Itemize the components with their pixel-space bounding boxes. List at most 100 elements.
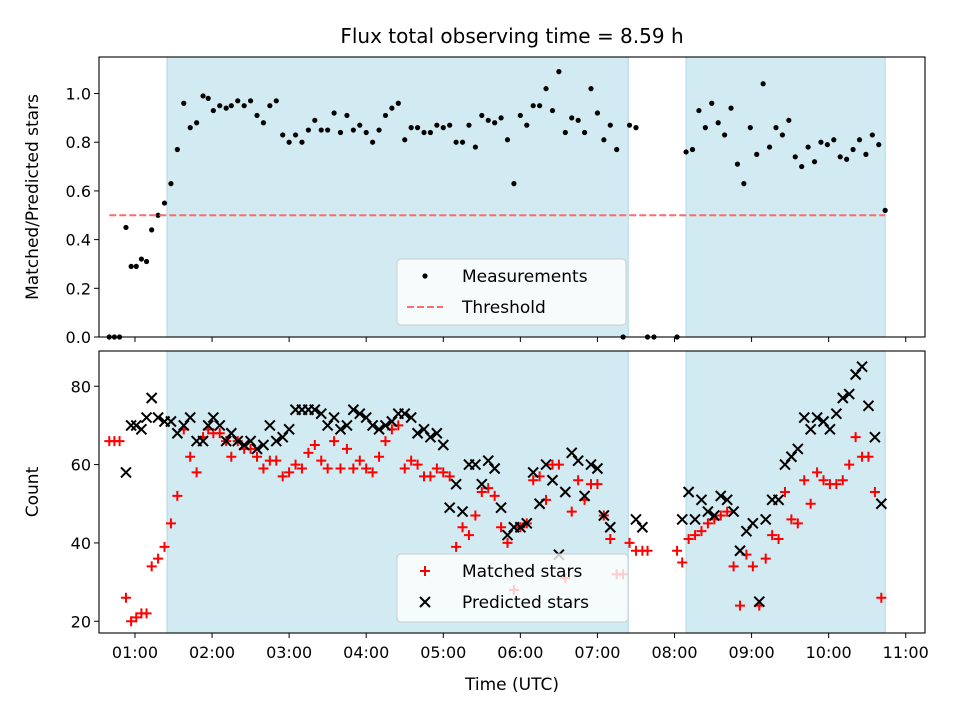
y-tick-label: 20 [71, 612, 91, 631]
measurement-point [779, 132, 786, 138]
measurement-point [581, 129, 588, 136]
measurement-point [318, 127, 324, 133]
predicted-star-point [334, 423, 347, 436]
x-tick-label: 06:00 [497, 643, 543, 662]
matched-star-point [818, 475, 829, 486]
predicted-star-point [830, 407, 843, 420]
predicted-star-point [843, 388, 855, 400]
matched-star-point [792, 518, 803, 529]
predicted-star-point [379, 419, 392, 432]
matched-star-point [502, 537, 513, 548]
measurement-point [325, 127, 331, 133]
matched-star-point [690, 530, 701, 541]
measurement-point [792, 154, 798, 160]
measurement-point [511, 181, 517, 187]
x-tick-label: 02:00 [189, 643, 235, 662]
flux-ratio-panel: 0.0 0.2 0.4 0.6 0.8 1.0 Matched/Predicted star… [23, 56, 926, 347]
measurement-point [837, 154, 843, 160]
measurement-point [337, 129, 344, 136]
matched-star-point [869, 487, 880, 497]
predicted-star-point [798, 411, 810, 424]
x-axis-label: Time (UTC) [464, 675, 559, 695]
matched-star-point [284, 467, 295, 478]
x-tick-label: 07:00 [574, 643, 620, 662]
matched-star-point [863, 451, 874, 462]
matched-star-point [722, 506, 733, 517]
measurement-point [517, 112, 523, 119]
matched-star-point [876, 592, 887, 603]
matched-star-point [131, 612, 142, 623]
predicted-star-point [546, 474, 559, 486]
legend-box [396, 553, 629, 623]
y-tick-label: 80 [71, 377, 91, 396]
matched-star-point [573, 475, 584, 486]
measurement-point [786, 117, 792, 123]
y-tick-label: 0.0 [66, 328, 91, 347]
predicted-star-point [437, 439, 449, 451]
matched-star-point [844, 459, 855, 470]
predicted-star-point [264, 419, 276, 432]
measurement-point [286, 139, 292, 145]
measurement-point [844, 156, 850, 162]
predicted-star-point [527, 466, 539, 479]
matched-star-point [185, 451, 196, 462]
matched-star-point [528, 475, 539, 486]
legend-label: Matched stars [462, 562, 582, 582]
measurement-point [292, 132, 299, 138]
matched-star-point [735, 600, 746, 611]
x-tick-label: 03:00 [266, 643, 312, 662]
measurement-point [882, 207, 888, 213]
measurement-point [382, 112, 389, 119]
measurement-point [524, 122, 530, 128]
predicted-star-point [514, 521, 527, 533]
legend: Matched stars Predicted stars [396, 553, 629, 623]
predicted-star-point [753, 595, 765, 608]
predicted-star-point [232, 435, 244, 447]
measurement-point [633, 125, 639, 131]
predicted-star-point [238, 439, 250, 451]
matched-star-point [677, 557, 688, 568]
measurement-point [138, 256, 144, 262]
measurement-point [863, 151, 869, 157]
predicted-star-point [431, 427, 443, 439]
legend-measurement-swatch [422, 273, 428, 279]
predicted-star-point [270, 435, 282, 447]
predicted-star-point [747, 517, 759, 530]
legend-label: Predicted stars [462, 593, 589, 613]
predicted-star-point [184, 411, 196, 424]
predicted-star-point [772, 494, 785, 506]
predicted-star-point [373, 423, 385, 436]
measurement-point [876, 142, 882, 148]
measurement-point [123, 224, 129, 231]
measurement-point [614, 146, 620, 153]
measurement-point [357, 122, 363, 128]
matched-star-point [425, 471, 436, 482]
x-tick-label: 01:00 [112, 643, 158, 662]
predicted-star-point [399, 407, 411, 420]
predicted-star-point [488, 462, 501, 475]
measurement-point [273, 98, 279, 104]
matched-star-point [779, 487, 790, 497]
matched-star-point [309, 440, 320, 450]
measurement-point [562, 129, 568, 136]
legend-matched-swatch [420, 566, 430, 576]
predicted-star-point [220, 435, 232, 447]
measurement-point [200, 93, 206, 99]
predicted-star-point [734, 545, 746, 557]
matched-star-point [114, 436, 125, 447]
matched-star-point [605, 534, 616, 544]
legend-label: Measurements [462, 267, 588, 287]
measurement-point [447, 122, 453, 128]
measurement-point [485, 117, 491, 123]
y-tick-label: 60 [71, 456, 91, 475]
predicted-star-point [721, 494, 733, 506]
matched-star-point [444, 471, 455, 482]
predicted-star-point [636, 521, 649, 533]
matched-star-point [258, 463, 269, 474]
matched-star-point [451, 541, 462, 552]
measurement-point [626, 122, 633, 128]
matched-star-point [837, 475, 848, 486]
matched-star-point [489, 490, 500, 501]
y-tick-label: 1.0 [66, 85, 91, 104]
matched-star-point [146, 561, 157, 572]
